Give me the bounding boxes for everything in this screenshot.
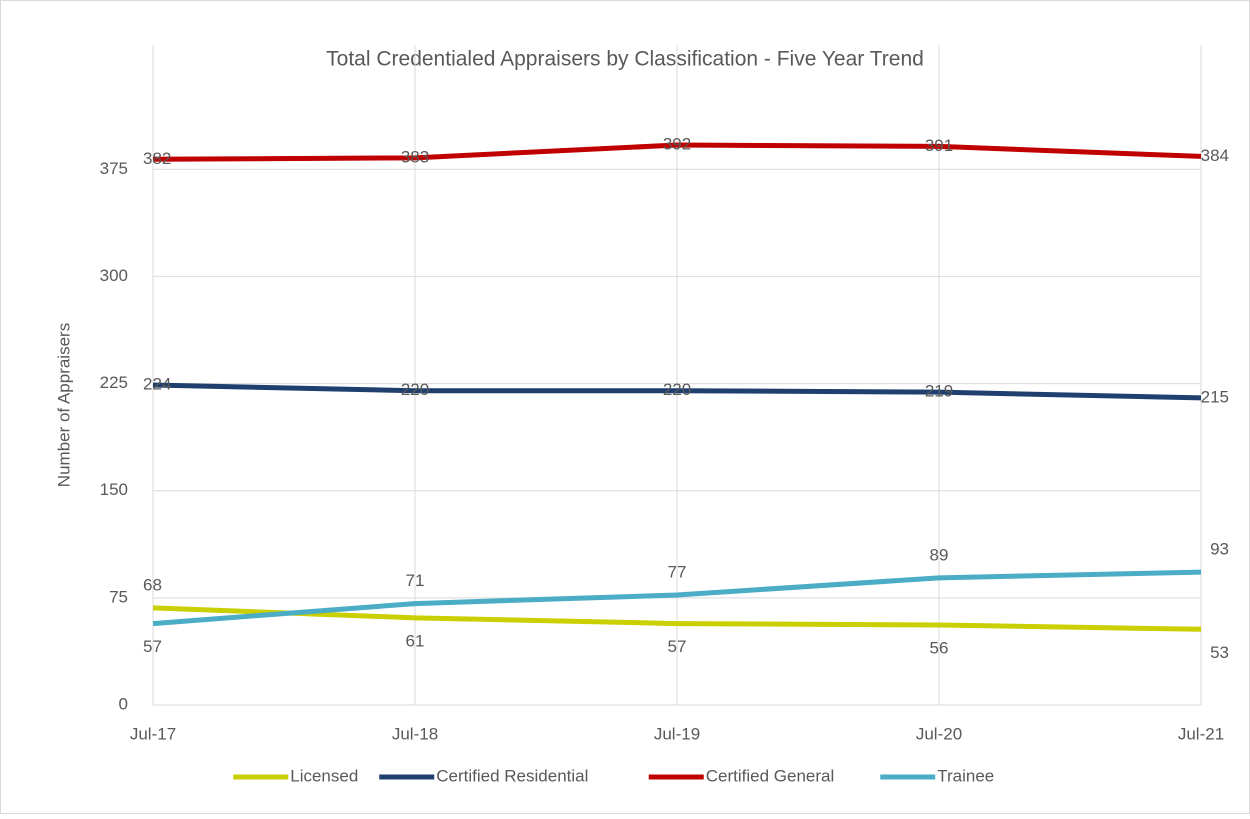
data-label: 219 [925, 382, 953, 401]
legend-label: Certified Residential [436, 766, 588, 785]
y-tick-label: 0 [119, 694, 128, 713]
data-label: 89 [930, 545, 949, 564]
data-label: 220 [663, 380, 691, 399]
x-tick-label: Jul-18 [392, 724, 438, 743]
data-label: 56 [930, 638, 949, 657]
legend-label: Trainee [937, 766, 994, 785]
y-tick-label: 150 [100, 480, 128, 499]
data-label: 383 [401, 147, 429, 166]
data-label: 224 [143, 374, 171, 393]
data-label: 391 [925, 136, 953, 155]
series-line [152, 142, 1202, 162]
x-tick-label: Jul-21 [1178, 724, 1224, 743]
data-label: 93 [1210, 540, 1229, 559]
data-label: 68 [143, 575, 162, 594]
y-tick-label: 375 [100, 159, 128, 178]
data-label: 57 [668, 637, 687, 656]
series-line [152, 382, 1202, 401]
data-label: 215 [1201, 387, 1229, 406]
series-line [152, 605, 1202, 632]
data-label: 384 [1201, 146, 1229, 165]
legend-label: Licensed [290, 766, 358, 785]
data-label: 220 [401, 380, 429, 399]
data-label: 392 [663, 134, 691, 153]
y-tick-label: 225 [100, 373, 128, 392]
data-label: 77 [668, 562, 687, 581]
data-label: 382 [143, 149, 171, 168]
x-tick-label: Jul-20 [916, 724, 962, 743]
data-label: 53 [1210, 643, 1229, 662]
y-tick-label: 300 [100, 266, 128, 285]
series-line [152, 569, 1202, 627]
legend-label: Certified General [706, 766, 835, 785]
y-tick-label: 75 [109, 587, 128, 606]
x-tick-label: Jul-19 [654, 724, 700, 743]
y-axis-label: Number of Appraisers [54, 323, 73, 487]
data-label: 61 [406, 631, 425, 650]
data-label: 57 [143, 637, 162, 656]
data-label: 71 [406, 571, 425, 590]
x-tick-label: Jul-17 [130, 724, 176, 743]
chart-title: Total Credentialed Appraisers by Classif… [326, 48, 924, 71]
